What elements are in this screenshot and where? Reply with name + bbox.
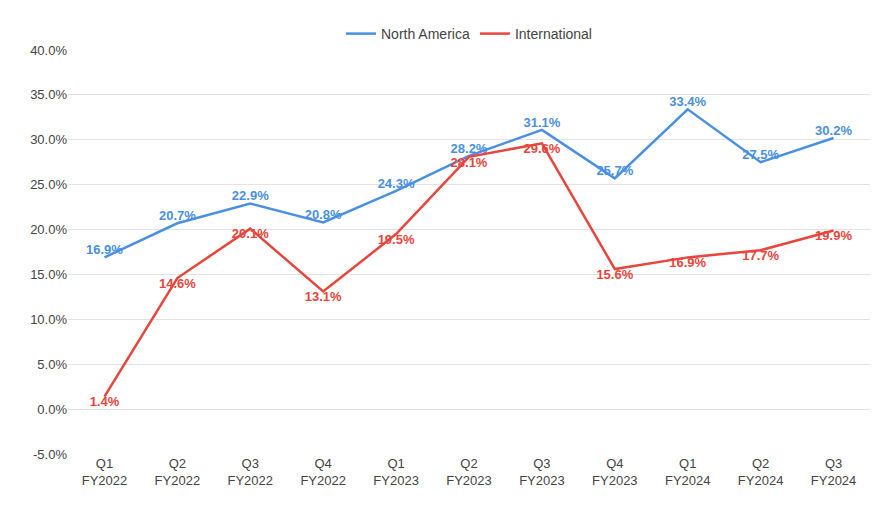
svg-text:Q3FY2022: Q3FY2022 [227,456,273,488]
svg-text:Q1FY2024: Q1FY2024 [665,456,711,488]
svg-text:North America: North America [381,26,470,42]
svg-text:13.1%: 13.1% [305,289,342,304]
svg-text:27.5%: 27.5% [742,147,779,162]
svg-text:20.0%: 20.0% [30,222,67,237]
svg-text:16.9%: 16.9% [86,242,123,257]
svg-text:5.0%: 5.0% [37,357,67,372]
svg-text:24.3%: 24.3% [378,176,415,191]
svg-text:35.0%: 35.0% [30,87,67,102]
svg-text:30.0%: 30.0% [30,132,67,147]
svg-text:28.2%: 28.2% [451,141,488,156]
svg-text:33.4%: 33.4% [669,94,706,109]
svg-text:19.9%: 19.9% [815,228,852,243]
svg-text:14.6%: 14.6% [159,276,196,291]
svg-text:40.0%: 40.0% [30,43,67,58]
svg-text:Q4FY2023: Q4FY2023 [592,456,638,488]
svg-text:Q2FY2024: Q2FY2024 [738,456,784,488]
svg-text:Q2FY2023: Q2FY2023 [446,456,492,488]
svg-text:20.8%: 20.8% [305,207,342,222]
svg-text:19.5%: 19.5% [378,232,415,247]
svg-text:20.1%: 20.1% [232,226,269,241]
svg-text:16.9%: 16.9% [669,255,706,270]
svg-text:Q1FY2022: Q1FY2022 [82,456,128,488]
svg-text:Q1FY2023: Q1FY2023 [373,456,419,488]
svg-text:Q3FY2023: Q3FY2023 [519,456,565,488]
svg-text:10.0%: 10.0% [30,312,67,327]
svg-text:31.1%: 31.1% [523,115,560,130]
svg-text:15.0%: 15.0% [30,267,67,282]
svg-text:0.0%: 0.0% [37,402,67,417]
svg-text:29.6%: 29.6% [523,141,560,156]
svg-text:1.4%: 1.4% [90,394,120,409]
svg-text:Q3FY2024: Q3FY2024 [811,456,857,488]
svg-text:30.2%: 30.2% [815,123,852,138]
svg-text:17.7%: 17.7% [742,248,779,263]
svg-text:-5.0%: -5.0% [33,447,67,462]
svg-text:Q2FY2022: Q2FY2022 [155,456,201,488]
svg-text:22.9%: 22.9% [232,188,269,203]
svg-text:28.1%: 28.1% [451,155,488,170]
svg-text:20.7%: 20.7% [159,208,196,223]
svg-text:25.0%: 25.0% [30,177,67,192]
svg-text:Q4FY2022: Q4FY2022 [300,456,346,488]
svg-text:25.7%: 25.7% [596,163,633,178]
svg-text:International: International [515,26,592,42]
svg-text:15.6%: 15.6% [596,267,633,282]
